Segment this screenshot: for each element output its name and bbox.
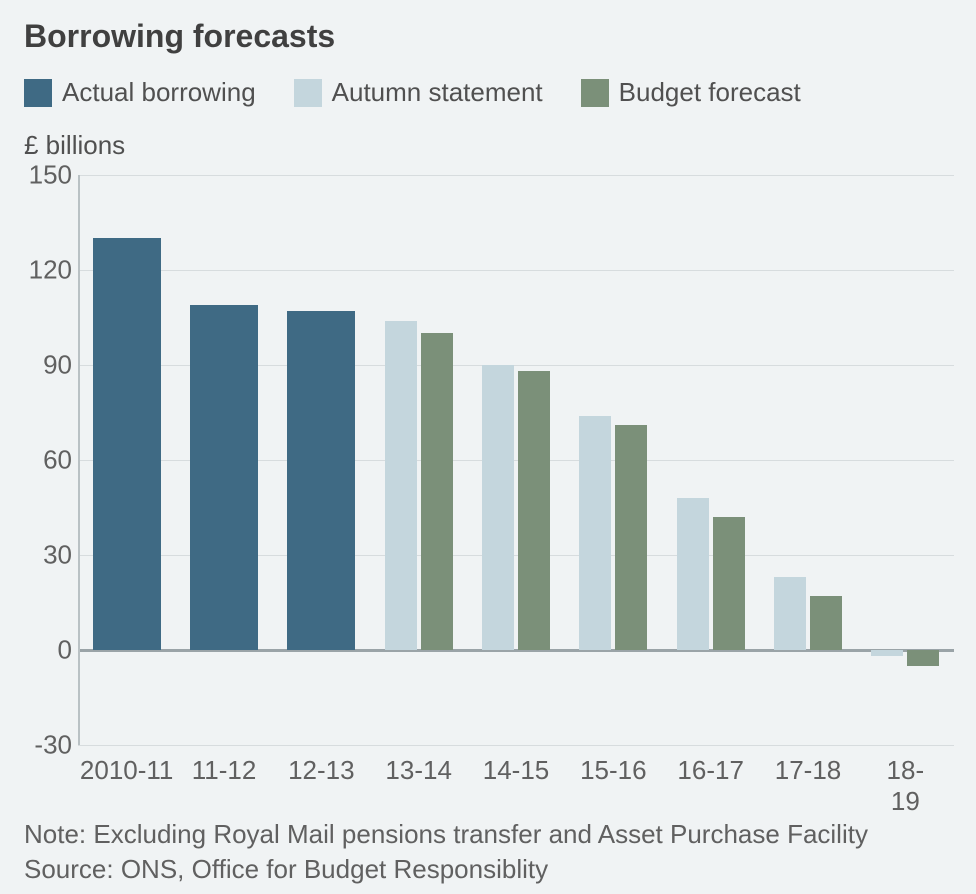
bar [810, 596, 842, 650]
x-tick-label: 12-13 [288, 755, 355, 786]
x-tick-label: 14-15 [483, 755, 550, 786]
bar [385, 321, 417, 650]
y-tick-label: 0 [16, 635, 72, 666]
bar [871, 650, 903, 656]
legend-item: Budget forecast [581, 77, 801, 108]
footnotes: Note: Excluding Royal Mail pensions tran… [24, 817, 954, 887]
y-tick-label: 120 [16, 255, 72, 286]
chart-title: Borrowing forecasts [24, 18, 954, 55]
y-tick-label: 60 [16, 445, 72, 476]
gridline [78, 175, 954, 176]
y-tick-label: 30 [16, 540, 72, 571]
source: Source: ONS, Office for Budget Responsib… [24, 852, 954, 887]
legend-item: Autumn statement [294, 77, 543, 108]
legend-swatch [294, 79, 322, 107]
y-axis-label: £ billions [24, 130, 954, 161]
x-tick-label: 13-14 [385, 755, 452, 786]
bar [518, 371, 550, 650]
bar [907, 650, 939, 666]
bar [421, 333, 453, 650]
chart-container: Borrowing forecasts Actual borrowing Autu… [0, 0, 976, 894]
legend-item: Actual borrowing [24, 77, 256, 108]
y-tick-label: 90 [16, 350, 72, 381]
bar [190, 305, 258, 650]
legend-swatch [581, 79, 609, 107]
bar [774, 577, 806, 650]
bar [482, 365, 514, 650]
gridline [78, 745, 954, 746]
x-tick-label: 18-19 [881, 755, 930, 817]
gridline [78, 270, 954, 271]
legend-swatch [24, 79, 52, 107]
bar [713, 517, 745, 650]
x-tick-label: 16-17 [677, 755, 744, 786]
legend-label: Budget forecast [619, 77, 801, 108]
chart-area: -3003060901201502010-1111-1212-1313-1414… [22, 165, 954, 805]
bar [677, 498, 709, 650]
bar [287, 311, 355, 650]
bar [93, 238, 161, 650]
x-tick-label: 17-18 [775, 755, 842, 786]
legend-label: Actual borrowing [62, 77, 256, 108]
x-tick-label: 15-16 [580, 755, 647, 786]
x-tick-label: 2010-11 [80, 755, 174, 786]
legend: Actual borrowing Autumn statement Budget f… [24, 77, 954, 108]
footnote: Note: Excluding Royal Mail pensions tran… [24, 817, 954, 852]
y-axis-line [78, 175, 80, 745]
bar [579, 416, 611, 650]
legend-label: Autumn statement [332, 77, 543, 108]
y-tick-label: -30 [16, 730, 72, 761]
bar [615, 425, 647, 650]
x-tick-label: 11-12 [192, 755, 257, 786]
plot-area [78, 175, 954, 745]
y-tick-label: 150 [16, 160, 72, 191]
